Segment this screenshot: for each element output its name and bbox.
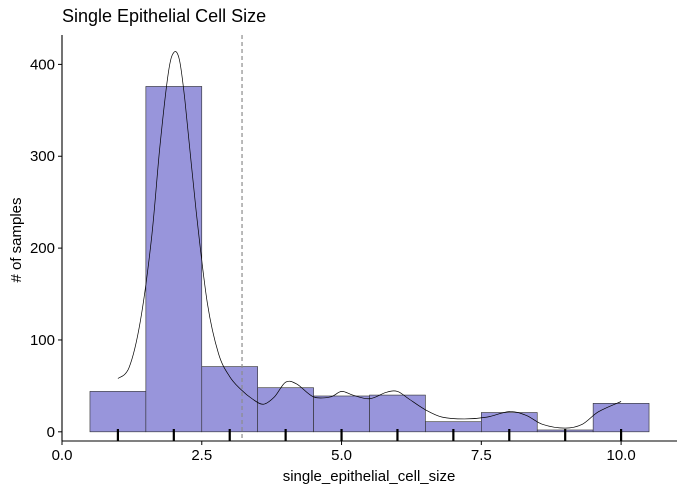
- y-tick-label-1: 0: [47, 424, 55, 441]
- y-tick-label-3: 200: [30, 240, 55, 257]
- x-tick-label-1: 0.0: [52, 447, 73, 464]
- x-tick-label-2: 2.5: [191, 447, 212, 464]
- histogram-bar-1: [89, 391, 147, 433]
- x-tick-label-3: 5.0: [331, 447, 352, 464]
- x-axis-label: single_epithelial_cell_size: [283, 468, 456, 485]
- x-tick-label-4: 7.5: [471, 447, 492, 464]
- histogram-bar-5: [313, 395, 370, 433]
- histogram-bar-4: [257, 387, 314, 433]
- histogram-bars: [89, 86, 650, 433]
- histogram-bar-3: [201, 366, 258, 433]
- axes: 0.0 2.5 5.0 7.5 10.0 0 100 200 300 400: [30, 35, 677, 464]
- chart-title: Single Epithelial Cell Size: [62, 6, 266, 26]
- y-tick-label-2: 100: [30, 332, 55, 349]
- density-curve-group: [117, 51, 622, 429]
- histogram-bar-6: [369, 394, 426, 433]
- density-curve: [117, 51, 622, 429]
- histogram-bar-2: [145, 86, 203, 433]
- y-axis-label: # of samples: [8, 197, 25, 282]
- y-tick-label-4: 300: [30, 148, 55, 165]
- rug-marks: [116, 429, 623, 441]
- x-tick-label-5: 10.0: [606, 447, 635, 464]
- histogram-bar-10: [592, 403, 650, 433]
- histogram-bar-8: [481, 412, 538, 433]
- y-tick-label-5: 400: [30, 56, 55, 73]
